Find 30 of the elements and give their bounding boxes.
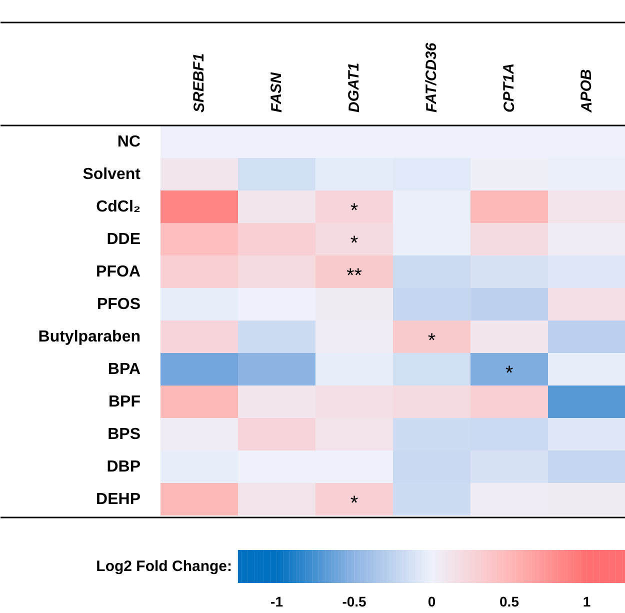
data-label: * [428, 330, 436, 352]
color-bar-label: -1 [270, 594, 284, 610]
data-label: * [505, 362, 514, 384]
x-tick-label: FASN [268, 71, 286, 112]
y-tick-label: CdCl₂ [96, 198, 140, 216]
x-tick-label: CPT1A [500, 63, 518, 112]
color-bar-label: 0.5 [500, 594, 520, 610]
y-tick-label: PFOS [96, 296, 141, 313]
x-tick-label: APOB [578, 68, 596, 114]
data-label: * [350, 492, 358, 514]
color-bar-label: 1 [582, 594, 591, 610]
y-tick-label: Butylparaben [38, 328, 141, 346]
y-tick-label: PFOA [96, 263, 141, 280]
y-tick-label: DDE [106, 230, 141, 248]
y-tick-label: DEHP [96, 490, 141, 508]
y-tick-label: NC [117, 133, 141, 150]
y-tick-label: DBP [106, 458, 141, 476]
x-tick-label: FAT/CD36 [423, 42, 440, 112]
y-tick-label: BPA [108, 360, 141, 378]
color-bar-title: Log2 Fold Change: [96, 558, 232, 575]
y-tick-label: BPS [108, 426, 141, 443]
data-label: * [350, 200, 358, 222]
y-tick-label: Solvent [82, 166, 142, 183]
x-tick-label: DGAT1 [346, 62, 363, 112]
data-label: * [350, 232, 358, 254]
color-bar-label: -0.5 [342, 594, 367, 610]
y-tick-label: BPF [108, 393, 141, 410]
color-bar-label: 0 [428, 594, 436, 610]
data-label: ** [346, 264, 362, 287]
x-tick-label: SREBF1 [190, 53, 208, 112]
